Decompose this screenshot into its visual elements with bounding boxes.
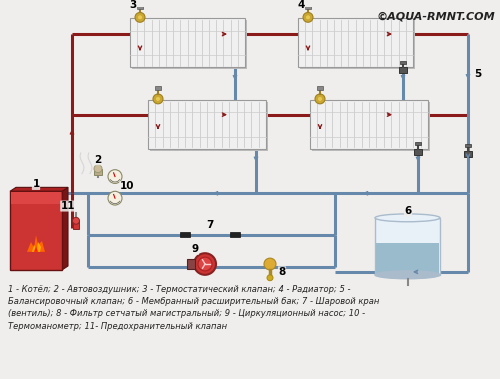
Text: 10: 10 xyxy=(120,182,134,191)
Circle shape xyxy=(267,275,273,281)
Bar xyxy=(94,169,102,175)
Bar xyxy=(11,192,61,204)
Circle shape xyxy=(303,13,313,22)
Polygon shape xyxy=(34,246,38,252)
Polygon shape xyxy=(10,187,68,191)
Text: 3: 3 xyxy=(130,0,136,9)
Bar xyxy=(187,259,195,269)
Circle shape xyxy=(72,217,80,224)
Bar xyxy=(155,86,161,90)
Circle shape xyxy=(318,97,322,101)
Text: Термоманометр; 11- Предохранительный клапан: Термоманометр; 11- Предохранительный кла… xyxy=(8,321,227,330)
Text: 8: 8 xyxy=(278,267,285,277)
Polygon shape xyxy=(27,235,45,252)
Bar xyxy=(400,61,406,64)
Bar xyxy=(298,18,413,67)
Circle shape xyxy=(138,15,142,20)
Bar xyxy=(150,102,268,151)
Text: 2: 2 xyxy=(94,155,102,165)
Circle shape xyxy=(94,165,102,172)
Text: 4: 4 xyxy=(298,0,304,9)
Bar xyxy=(73,221,79,229)
Text: (вентиль); 8 - Фильтр сетчатый магистральный; 9 - Циркуляционный насос; 10 -: (вентиль); 8 - Фильтр сетчатый магистрал… xyxy=(8,309,365,318)
Bar xyxy=(399,67,407,74)
Circle shape xyxy=(156,97,160,101)
Polygon shape xyxy=(32,242,41,252)
Ellipse shape xyxy=(375,214,440,222)
Bar xyxy=(464,151,472,157)
Circle shape xyxy=(194,253,216,275)
Text: 1 - Котёл; 2 - Автовоздушник; 3 - Термостатический клапан; 4 - Радиатор; 5 -: 1 - Котёл; 2 - Автовоздушник; 3 - Термос… xyxy=(8,285,350,294)
Circle shape xyxy=(264,258,276,270)
Text: 6: 6 xyxy=(404,206,411,216)
Circle shape xyxy=(108,170,122,183)
Circle shape xyxy=(108,191,122,205)
Bar xyxy=(137,5,143,8)
Bar xyxy=(465,144,471,147)
Bar xyxy=(310,100,428,149)
Circle shape xyxy=(153,94,163,104)
Bar xyxy=(180,232,190,238)
Text: 1: 1 xyxy=(32,179,40,190)
Text: Балансировочный клапан; 6 - Мембранный расширительный бак; 7 - Шаровой кран: Балансировочный клапан; 6 - Мембранный р… xyxy=(8,297,380,306)
Bar xyxy=(317,86,323,90)
Circle shape xyxy=(135,13,145,22)
Bar xyxy=(415,142,421,145)
Bar xyxy=(312,102,430,151)
Ellipse shape xyxy=(375,271,440,279)
Bar xyxy=(130,18,245,67)
Text: 7: 7 xyxy=(206,220,214,230)
Bar xyxy=(132,20,247,69)
Bar xyxy=(375,218,440,275)
Circle shape xyxy=(306,15,310,20)
Bar xyxy=(414,149,422,155)
Bar xyxy=(148,100,266,149)
Circle shape xyxy=(198,257,212,271)
Text: 5: 5 xyxy=(474,69,482,79)
Bar xyxy=(305,5,311,8)
Text: ©AQUA-RMNT.COM: ©AQUA-RMNT.COM xyxy=(376,11,495,22)
Text: 11: 11 xyxy=(61,201,75,211)
Circle shape xyxy=(315,94,325,104)
Polygon shape xyxy=(62,187,68,270)
Bar xyxy=(376,243,439,274)
Bar xyxy=(230,232,240,238)
Bar xyxy=(10,191,62,270)
Bar xyxy=(300,20,415,69)
Text: 9: 9 xyxy=(192,244,198,254)
